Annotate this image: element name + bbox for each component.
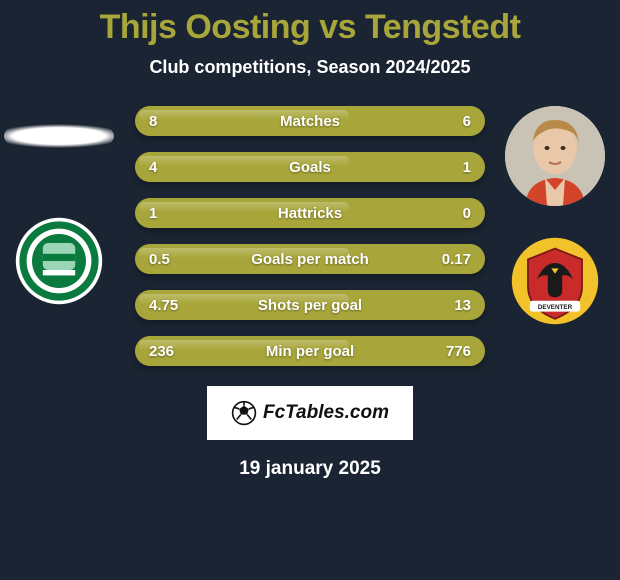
- watermark-text: FcTables.com: [263, 402, 389, 424]
- watermark-content: FcTables.com: [231, 400, 389, 426]
- stat-row-goals: 4 Goals 1: [135, 152, 485, 182]
- stat-right-value: 776: [446, 343, 471, 360]
- stat-left-value: 236: [149, 343, 174, 360]
- stat-left-value: 0.5: [149, 251, 170, 268]
- content-row: DEVENTER 8 Matches 6 4 Goals 1 1 Hattric…: [0, 106, 620, 366]
- stat-left-value: 4.75: [149, 297, 178, 314]
- stat-label: Goals: [289, 159, 331, 176]
- stat-right-value: 13: [454, 297, 471, 314]
- club-badge-groningen: [14, 216, 104, 306]
- date-text: 19 january 2025: [0, 458, 620, 480]
- stat-label: Goals per match: [251, 251, 369, 268]
- stat-label: Min per goal: [266, 343, 354, 360]
- stat-right-value: 0: [463, 205, 471, 222]
- stat-row-matches: 8 Matches 6: [135, 106, 485, 136]
- club-badge-goahead: DEVENTER: [510, 236, 600, 326]
- comparison-infographic: Thijs Oosting vs Tengstedt Club competit…: [0, 0, 620, 580]
- stat-row-hattricks: 1 Hattricks 0: [135, 198, 485, 228]
- soccer-ball-icon: [231, 400, 257, 426]
- stat-row-spg: 4.75 Shots per goal 13: [135, 290, 485, 320]
- stat-label: Shots per goal: [258, 297, 362, 314]
- stat-row-mpg: 236 Min per goal 776: [135, 336, 485, 366]
- player-photo-right: [505, 106, 605, 206]
- stat-label: Hattricks: [278, 205, 342, 222]
- svg-text:DEVENTER: DEVENTER: [538, 304, 573, 311]
- page-subtitle: Club competitions, Season 2024/2025: [0, 57, 620, 78]
- player-photo-left: [4, 116, 114, 156]
- stat-left-value: 1: [149, 205, 157, 222]
- stat-left-value: 4: [149, 159, 157, 176]
- right-player-column: DEVENTER: [500, 106, 610, 326]
- stat-row-gpm: 0.5 Goals per match 0.17: [135, 244, 485, 274]
- stat-right-value: 0.17: [442, 251, 471, 268]
- watermark: FcTables.com: [207, 386, 413, 440]
- stat-right-value: 1: [463, 159, 471, 176]
- page-title: Thijs Oosting vs Tengstedt: [0, 8, 620, 47]
- stat-right-value: 6: [463, 113, 471, 130]
- left-player-column: [4, 106, 114, 306]
- stat-label: Matches: [280, 113, 340, 130]
- stat-left-value: 8: [149, 113, 157, 130]
- stat-bars: 8 Matches 6 4 Goals 1 1 Hattricks 0 0.5 …: [135, 106, 485, 366]
